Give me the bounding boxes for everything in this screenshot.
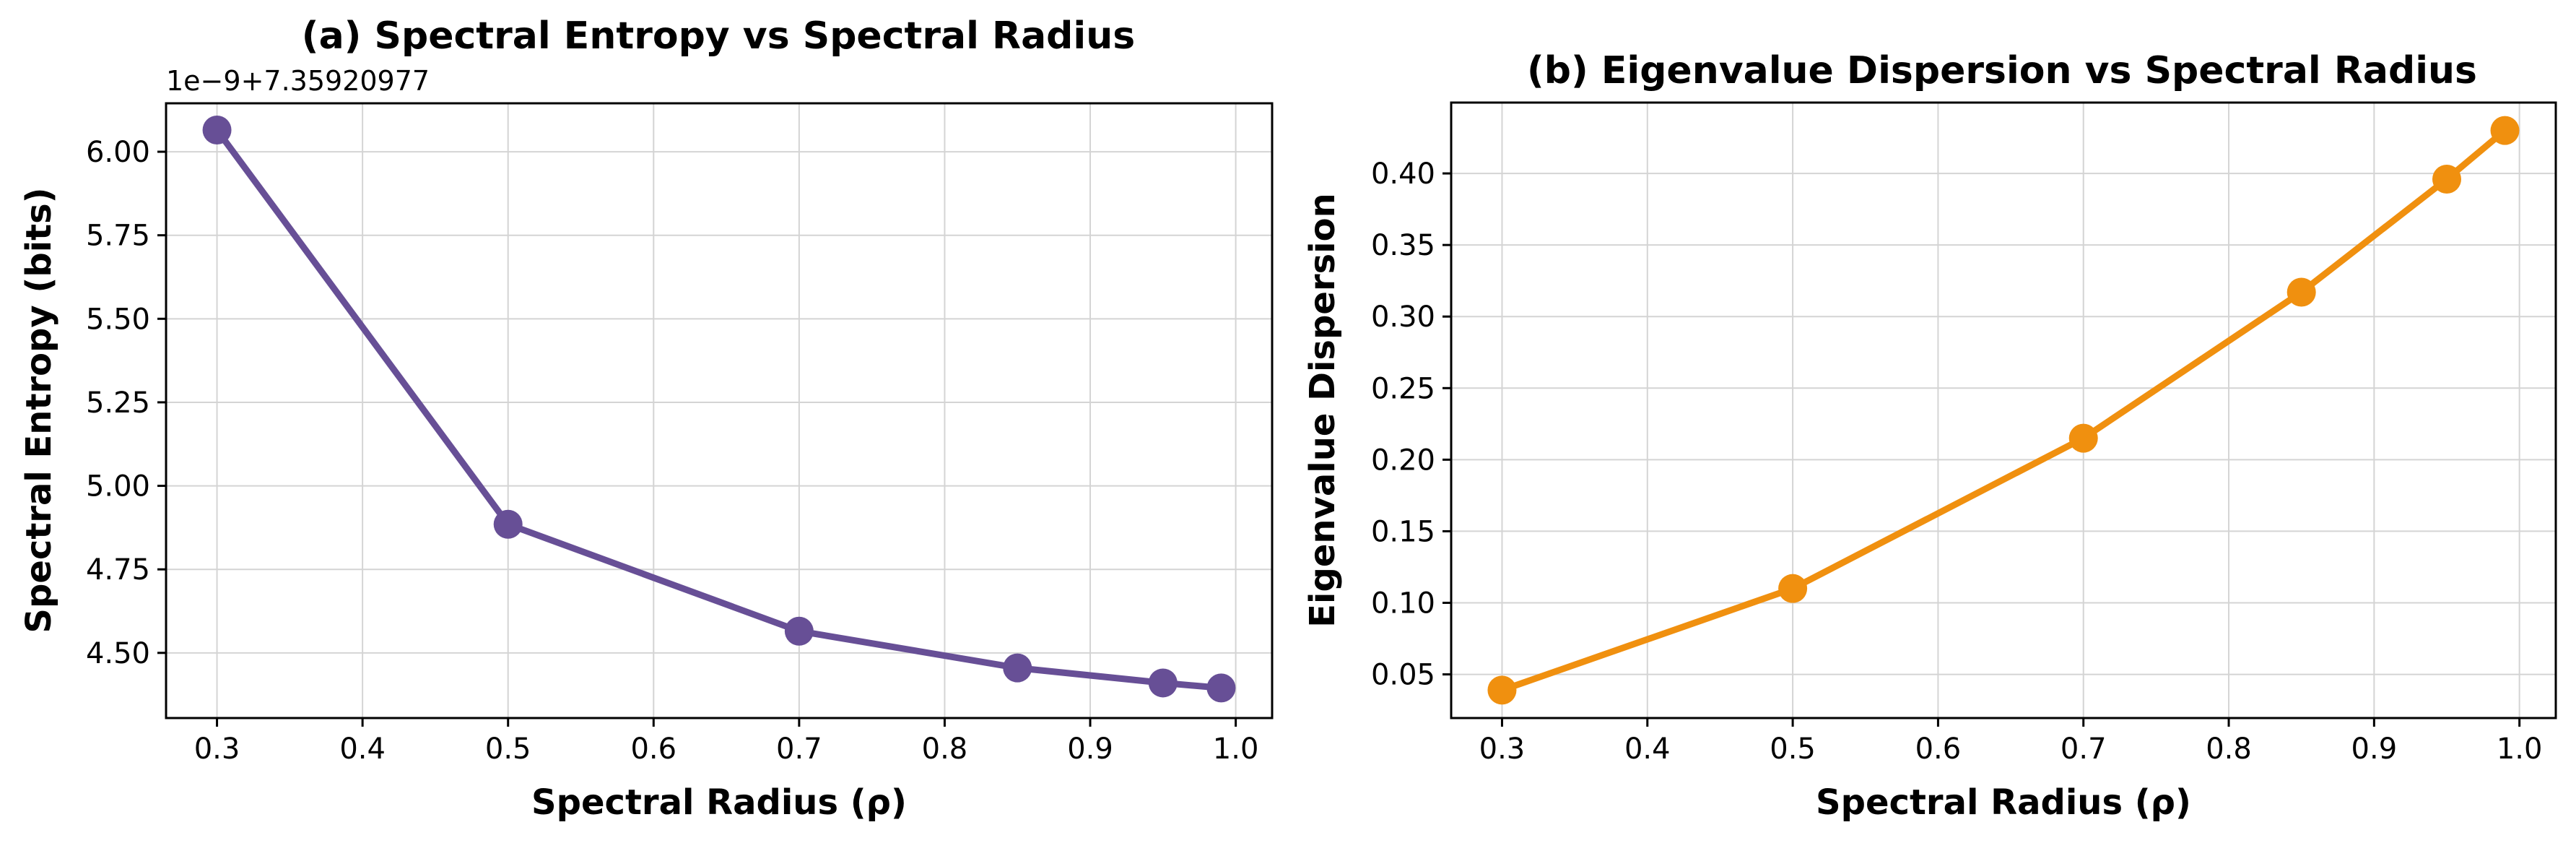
dispersion-data-point: [1487, 675, 1517, 705]
dispersion-chart-panel: (b) Eigenvalue Dispersion vs Spectral Ra…: [1302, 49, 2557, 823]
dispersion-y-tick-label: 0.10: [1371, 587, 1435, 620]
dispersion-x-ticks: 0.3 0.4 0.5 0.6 0.7 0.8 0.9 1.0: [1479, 718, 2543, 766]
dispersion-x-tick-label: 0.6: [1915, 732, 1962, 766]
entropy-y-tick-label: 5.75: [86, 220, 150, 253]
dispersion-x-tick-label: 1.0: [2497, 732, 2543, 766]
entropy-y-tick-label: 5.25: [86, 386, 150, 420]
entropy-series-line: [214, 126, 1224, 691]
dispersion-y-tick-label: 0.30: [1371, 301, 1435, 334]
dispersion-data-point: [1778, 574, 1808, 603]
dispersion-markers: [1487, 116, 2520, 705]
dispersion-x-tick-label: 0.7: [2061, 732, 2107, 766]
entropy-y-ticks: 4.50 4.75 5.00 5.25 5.50 5.75 6.00: [86, 136, 166, 670]
entropy-x-tick-label: 0.5: [485, 732, 531, 766]
entropy-x-tick-label: 1.0: [1213, 732, 1259, 766]
entropy-x-ticks: 0.3 0.4 0.5 0.6 0.7 0.8 0.9 1.0: [194, 718, 1259, 766]
dispersion-x-tick-label: 0.3: [1479, 732, 1526, 766]
dispersion-x-tick-label: 0.5: [1770, 732, 1816, 766]
dispersion-data-point: [2490, 116, 2520, 145]
entropy-y-tick-label: 4.50: [86, 637, 150, 670]
dispersion-grid: [1451, 103, 2556, 718]
dispersion-x-tick-label: 0.8: [2206, 732, 2252, 766]
dispersion-x-tick-label: 0.4: [1624, 732, 1671, 766]
entropy-data-point: [1003, 653, 1032, 683]
dispersion-plot-frame: [1450, 101, 2557, 719]
entropy-chart-panel: (a) Spectral Entropy vs Spectral Radius …: [19, 14, 1274, 823]
dispersion-data-point: [2068, 423, 2098, 453]
dispersion-chart-title: (b) Eigenvalue Dispersion vs Spectral Ra…: [1527, 49, 2477, 92]
entropy-x-tick-label: 0.6: [630, 732, 676, 766]
entropy-data-point: [202, 116, 232, 144]
entropy-plot-frame: [165, 102, 1274, 719]
entropy-y-tick-label: 5.50: [86, 303, 150, 336]
dispersion-y-tick-label: 0.25: [1371, 372, 1435, 405]
entropy-y-tick-label: 4.75: [86, 553, 150, 587]
entropy-data-point: [784, 616, 814, 646]
entropy-y-axis-label: Spectral Entropy (bits): [19, 187, 59, 633]
entropy-data-point: [1206, 673, 1236, 703]
dispersion-y-tick-label: 0.15: [1371, 515, 1435, 548]
entropy-x-axis-label: Spectral Radius (ρ): [531, 782, 907, 823]
entropy-x-tick-label: 0.7: [776, 732, 822, 766]
entropy-y-tick-label: 6.00: [86, 136, 150, 169]
entropy-x-tick-label: 0.3: [194, 732, 240, 766]
dispersion-y-axis-label: Eigenvalue Dispersion: [1302, 193, 1343, 628]
entropy-y-tick-label: 5.00: [86, 470, 150, 503]
dispersion-y-tick-label: 0.05: [1371, 659, 1435, 692]
entropy-grid: [166, 103, 1272, 718]
entropy-x-tick-label: 0.9: [1067, 732, 1113, 766]
dispersion-y-ticks: 0.05 0.10 0.15 0.20 0.25 0.30 0.35 0.40: [1371, 157, 1451, 692]
entropy-x-tick-label: 0.4: [339, 732, 386, 766]
dispersion-y-tick-label: 0.40: [1371, 157, 1435, 191]
dispersion-y-tick-label: 0.20: [1371, 444, 1435, 477]
entropy-x-tick-label: 0.8: [922, 732, 968, 766]
entropy-y-offset-label: 1e−9+7.35920977: [166, 65, 430, 97]
dispersion-x-tick-label: 0.9: [2351, 732, 2398, 766]
dispersion-x-axis-label: Spectral Radius (ρ): [1816, 782, 2191, 823]
dispersion-y-tick-label: 0.35: [1371, 229, 1435, 262]
entropy-data-point: [493, 509, 523, 539]
dispersion-data-point: [2286, 277, 2316, 307]
entropy-markers: [202, 116, 1236, 703]
dispersion-series-line: [1499, 127, 2508, 693]
dispersion-data-point: [2432, 165, 2462, 194]
entropy-data-point: [1148, 668, 1178, 698]
entropy-chart-title: (a) Spectral Entropy vs Spectral Radius: [302, 14, 1135, 58]
